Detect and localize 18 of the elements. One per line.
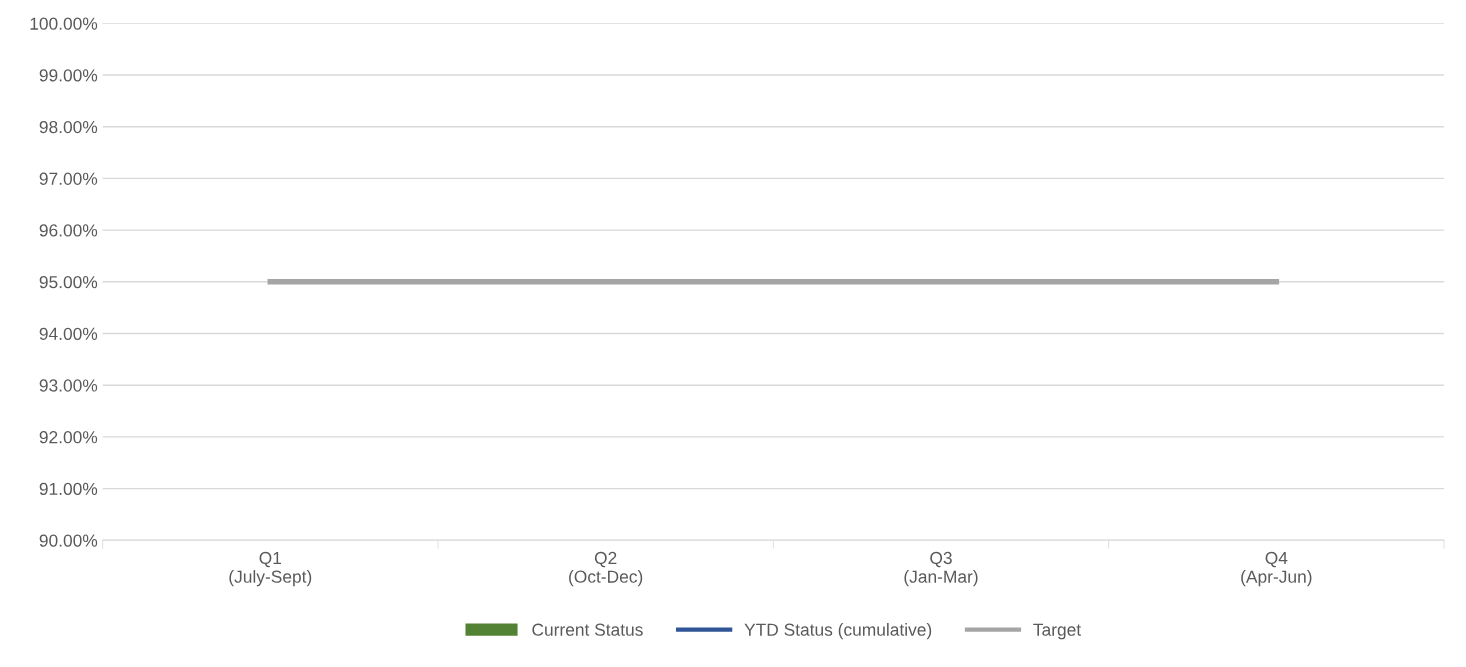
y-tick-label: 96.00% [39,224,98,237]
y-tick-label: 100.00% [30,17,98,30]
y-tick-label: 91.00% [39,482,98,496]
y-tick-label: 98.00% [39,120,98,134]
x-tick-label: Q4 (Apr-Jun) [1241,551,1312,587]
y-tick-label: 95.00% [39,275,98,289]
y-tick-label: 97.00% [39,172,98,185]
x-tick-label: Q2 (Oct-Dec) [569,551,643,587]
y-tick-label: 94.00% [39,327,98,340]
y-tick-label: 99.00% [39,69,98,82]
legend-label: YTD Status (cumulative) [744,623,932,640]
legend-label: Current Status [532,623,643,636]
y-tick-label: 93.00% [39,379,98,392]
legend-label: Target [1033,623,1082,640]
y-tick-label: 92.00% [39,431,98,444]
x-tick-label: Q3 (Jan-Mar) [904,551,978,587]
x-tick-label: Q1 (July-Sept) [229,551,312,587]
y-tick-label: 90.00% [39,534,98,547]
